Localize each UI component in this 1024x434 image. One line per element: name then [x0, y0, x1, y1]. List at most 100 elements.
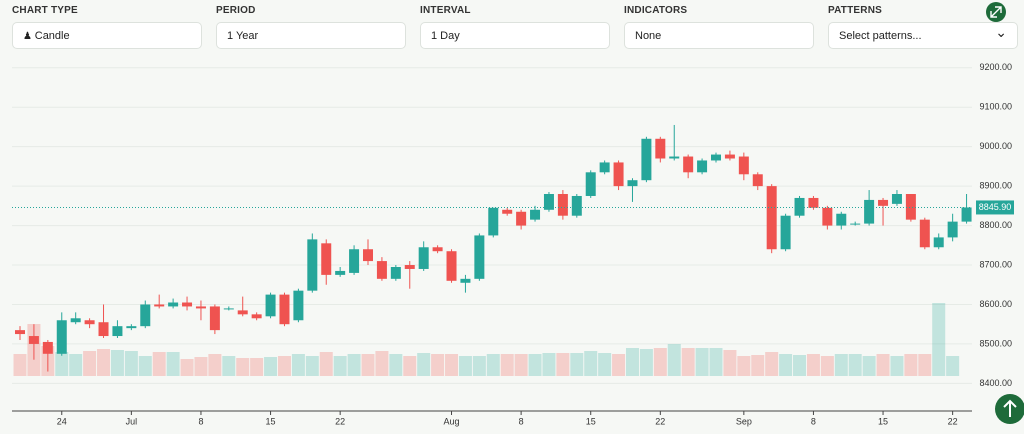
fullscreen-button[interactable]	[986, 2, 1006, 22]
volume-bar	[737, 356, 751, 376]
volume-bar	[83, 351, 97, 376]
candle-body	[724, 154, 735, 159]
candle-body	[98, 322, 109, 337]
candle-body	[154, 304, 165, 307]
dropdown[interactable]: Select patterns... ⌄	[828, 22, 1018, 49]
volume-bar	[862, 356, 876, 376]
x-tick-label: 8	[198, 416, 203, 426]
candle-body	[905, 194, 916, 220]
dropdown[interactable]: 1 Day	[420, 22, 610, 49]
volume-bar	[876, 354, 890, 376]
x-tick-label: 22	[948, 416, 958, 426]
last-price-box	[976, 200, 1014, 215]
plot: 8400.00 8500.00 8600.00 8700.00 8800.00 8900.…	[12, 62, 1014, 426]
candle-body	[446, 251, 457, 281]
volume-bar	[612, 354, 626, 376]
candle-body	[850, 223, 861, 225]
candle-body	[822, 207, 833, 226]
candle-body	[15, 330, 25, 335]
volume-bar	[180, 359, 194, 376]
volume-bar	[779, 354, 793, 376]
volume-bar	[653, 348, 667, 376]
volume-bar	[793, 355, 807, 376]
volume-bar	[403, 356, 417, 376]
x-tick-label: 15	[878, 416, 888, 426]
candle-body	[182, 302, 193, 307]
candle-body	[683, 156, 694, 173]
candle-body	[766, 186, 777, 250]
control-label: CHART TYPE	[12, 5, 78, 16]
y-tick-label: 9100.00	[979, 102, 1012, 112]
volume-bar	[291, 354, 305, 376]
candle-body	[376, 261, 387, 279]
candle-body	[195, 306, 206, 309]
candle-body	[321, 243, 332, 275]
candle-body	[641, 138, 652, 181]
control-label: INDICATORS	[624, 5, 688, 16]
dropdown[interactable]: ♟ Candle	[12, 22, 202, 49]
volume-bar	[55, 352, 69, 376]
candle-body	[307, 239, 318, 291]
volume-bar	[514, 354, 528, 376]
candle-body	[557, 194, 568, 216]
candle-body	[28, 336, 39, 344]
control-label: PATTERNS	[828, 5, 883, 16]
volume-bar	[486, 354, 500, 376]
candle-body	[460, 278, 471, 283]
scroll-top-button[interactable]	[995, 394, 1024, 424]
volume-bar	[570, 353, 584, 376]
y-tick-label: 8900.00	[979, 180, 1012, 190]
candle-body	[209, 306, 220, 331]
candle-icon: ♟	[23, 31, 35, 42]
candle-body	[836, 213, 847, 226]
volume-bar	[305, 356, 319, 376]
candle-body	[961, 207, 972, 222]
volume-bar	[584, 351, 598, 376]
y-tick-label: 8700.00	[979, 259, 1012, 269]
volume-bar	[124, 351, 138, 376]
dropdown[interactable]: None	[624, 22, 814, 49]
candle-body	[947, 221, 958, 238]
candle-body	[251, 314, 262, 319]
control-label: PERIOD	[216, 5, 256, 16]
volume-bar	[13, 354, 27, 376]
volume-bar	[375, 351, 389, 376]
candle-body	[878, 199, 889, 206]
x-tick-label: 24	[57, 416, 67, 426]
candle-body	[432, 247, 443, 252]
candle-body	[794, 197, 805, 216]
volume-bar	[932, 303, 946, 376]
candle-body	[335, 270, 346, 275]
volume-bar	[890, 356, 904, 376]
volume-bar	[236, 358, 250, 376]
candle-body	[697, 160, 708, 173]
candle-body	[56, 320, 67, 354]
candle-body	[84, 320, 95, 325]
candle-body	[669, 156, 680, 159]
candle-body	[571, 195, 582, 216]
x-tick-label: 15	[266, 416, 276, 426]
volume-bar	[723, 350, 737, 376]
candle-body	[933, 237, 944, 248]
candle-body	[502, 209, 513, 214]
volume-bar	[556, 353, 570, 376]
volume-bar	[667, 344, 681, 376]
candle-body	[390, 266, 401, 279]
dropdown[interactable]: 1 Year	[216, 22, 406, 49]
volume-bar	[97, 349, 111, 376]
candle-body	[349, 249, 360, 273]
y-tick-label: 9200.00	[979, 62, 1012, 72]
volume-bar	[598, 353, 612, 376]
volume-bar	[834, 354, 848, 376]
candle-body	[168, 302, 179, 307]
volume-bar	[848, 354, 862, 376]
volume-bar	[458, 356, 472, 376]
volume-bar	[500, 354, 514, 376]
candle-body	[488, 207, 499, 236]
candle-body	[363, 249, 373, 262]
y-tick-label: 8400.00	[979, 378, 1012, 388]
volume-bar	[695, 348, 709, 376]
volume-bar	[194, 357, 208, 376]
volume-bar	[222, 356, 236, 376]
